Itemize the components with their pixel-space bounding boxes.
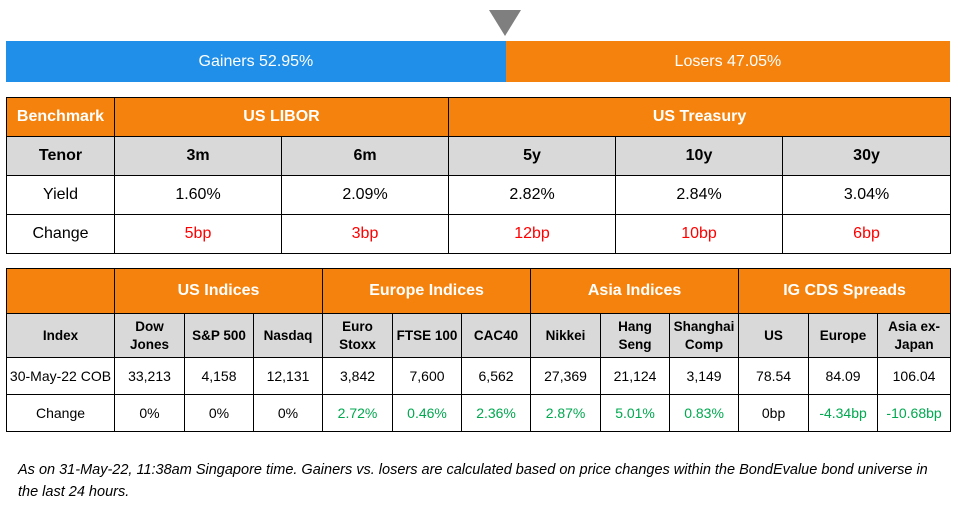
column-header: Nasdaq (252, 313, 324, 358)
yield-label: Yield (6, 175, 115, 215)
tenor-cell: 3m (114, 136, 282, 176)
column-header: Europe (808, 313, 879, 358)
tenor-cell: 10y (615, 136, 784, 176)
value-cell: 21,124 (600, 357, 671, 395)
gainers-losers-marker-icon (489, 10, 521, 36)
value-cell: 6,562 (461, 357, 532, 395)
yield-cell: 2.82% (448, 175, 617, 215)
change-cell: 5bp (114, 214, 282, 254)
change-cell: 2.36% (461, 394, 532, 432)
change-cell: 6bp (782, 214, 952, 254)
change-cell: 5.01% (600, 394, 671, 432)
indices-table: US Indices Europe Indices Asia Indices I… (6, 268, 952, 432)
change-cell: 0% (184, 394, 254, 432)
value-cell: 78.54 (738, 357, 810, 395)
column-header: Dow Jones (114, 313, 185, 358)
footnote: As on 31-May-22, 11:38am Singapore time.… (18, 462, 928, 500)
yield-cell: 3.04% (782, 175, 952, 215)
gainers-losers-bar: Gainers 52.95% Losers 47.05% (6, 41, 950, 82)
value-cell: 3,842 (322, 357, 394, 395)
tenor-cell: 30y (782, 136, 952, 176)
us-libor-header: US LIBOR (113, 97, 450, 137)
yield-cell: 2.84% (615, 175, 784, 215)
us-treasury-header: US Treasury (448, 97, 952, 137)
asia-indices-header: Asia Indices (530, 268, 740, 314)
corner-header (6, 268, 115, 314)
value-cell: 7,600 (392, 357, 463, 395)
value-cell: 106.04 (877, 357, 952, 395)
gainers-segment: Gainers 52.95% (6, 41, 506, 82)
ig-cds-header: IG CDS Spreads (738, 268, 952, 314)
column-header: Euro Stoxx (322, 313, 394, 358)
change-cell: 0bp (738, 394, 810, 432)
column-header: Hang Seng (600, 313, 671, 358)
row-date-label: 30-May-22 COB (6, 357, 115, 395)
change-cell: 12bp (448, 214, 617, 254)
column-header: US (738, 313, 810, 358)
index-label: Index (6, 313, 115, 358)
tenor-cell: 5y (448, 136, 617, 176)
change-label: Change (6, 214, 115, 254)
value-cell: 27,369 (530, 357, 602, 395)
change-cell: 10bp (615, 214, 784, 254)
column-header: Asia ex-Japan (877, 313, 952, 358)
change-cell: 3bp (280, 214, 450, 254)
column-header: S&P 500 (184, 313, 254, 358)
change-cell: -4.34bp (808, 394, 879, 432)
change-label: Change (6, 394, 115, 432)
yield-cell: 1.60% (114, 175, 282, 215)
losers-segment: Losers 47.05% (505, 41, 950, 82)
change-cell: 2.72% (322, 394, 394, 432)
us-indices-header: US Indices (113, 268, 324, 314)
change-cell: 2.87% (530, 394, 602, 432)
change-cell: 0.46% (392, 394, 463, 432)
benchmark-header: Benchmark (6, 97, 115, 137)
column-header: Nikkei (530, 313, 602, 358)
value-cell: 3,149 (669, 357, 740, 395)
rates-table: Benchmark US LIBOR US Treasury Tenor 3m … (6, 97, 952, 254)
europe-indices-header: Europe Indices (322, 268, 532, 314)
tenor-label: Tenor (6, 136, 115, 176)
change-cell: 0% (252, 394, 324, 432)
value-cell: 12,131 (252, 357, 324, 395)
tenor-cell: 6m (280, 136, 450, 176)
value-cell: 33,213 (114, 357, 185, 395)
value-cell: 4,158 (184, 357, 254, 395)
column-header: Shanghai Comp (669, 313, 740, 358)
change-cell: 0.83% (669, 394, 740, 432)
value-cell: 84.09 (808, 357, 879, 395)
change-cell: 0% (114, 394, 185, 432)
column-header: FTSE 100 (392, 313, 463, 358)
yield-cell: 2.09% (280, 175, 450, 215)
change-cell: -10.68bp (877, 394, 952, 432)
column-header: CAC40 (461, 313, 532, 358)
